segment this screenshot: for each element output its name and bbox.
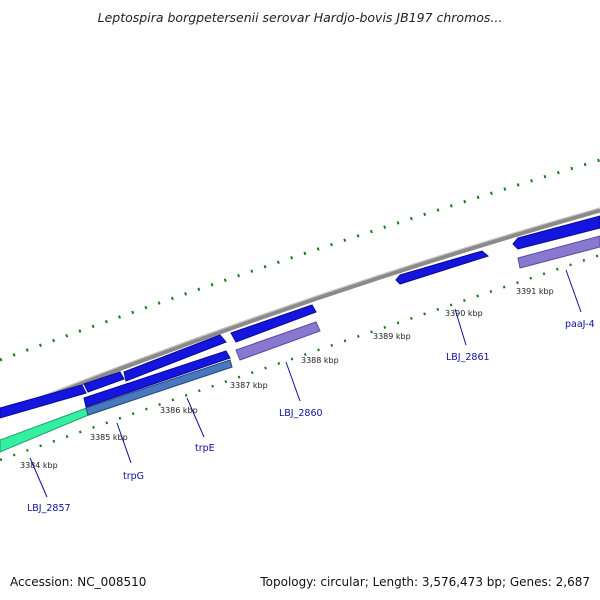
gene-lbj2857-forward[interactable] bbox=[0, 384, 87, 419]
scale-label-3391: 3391 kbp bbox=[516, 287, 554, 296]
genome-stats-text: Topology: circular; Length: 3,576,473 bp… bbox=[260, 575, 590, 589]
gene-lbj2860-forward[interactable] bbox=[230, 304, 317, 343]
leader-trpe bbox=[186, 397, 205, 438]
scale-label-3386: 3386 kbp bbox=[160, 406, 198, 415]
gene-label-trpg[interactable]: trpG bbox=[123, 471, 144, 482]
gene-label-leaders bbox=[29, 269, 582, 498]
gene-trpg-forward[interactable] bbox=[83, 371, 125, 393]
scale-label-3390: 3390 kbp bbox=[445, 309, 483, 318]
gene-trpe-forward[interactable] bbox=[123, 334, 227, 382]
leader-paaj4 bbox=[565, 269, 582, 313]
leader-lbj2860 bbox=[285, 361, 301, 402]
accession-text: Accession: NC_008510 bbox=[10, 575, 147, 589]
gene-label-lbj2861[interactable]: LBJ_2861 bbox=[446, 352, 490, 363]
chromosome-backbone bbox=[0, 207, 600, 418]
scale-label-3389: 3389 kbp bbox=[373, 332, 411, 341]
scale-label-3384: 3384 kbp bbox=[20, 461, 58, 470]
map-title: Leptospira borgpetersenii serovar Hardjo… bbox=[97, 10, 503, 25]
scale-label-3387: 3387 kbp bbox=[230, 381, 268, 390]
leader-lbj2857 bbox=[29, 457, 48, 498]
gene-paaj4-reverse[interactable] bbox=[517, 235, 600, 269]
chromosome-backbone-highlight bbox=[0, 207, 600, 414]
leader-trpg bbox=[116, 422, 132, 464]
scale-label-3385: 3385 kbp bbox=[90, 433, 128, 442]
gene-label-lbj2857[interactable]: LBJ_2857 bbox=[27, 503, 71, 514]
gene-labels: LBJ_2857 trpG trpE LBJ_2860 LBJ_2861 paa… bbox=[27, 319, 595, 514]
scale-label-3388: 3388 kbp bbox=[301, 356, 339, 365]
scale-labels: 3384 kbp 3385 kbp 3386 kbp 3387 kbp 3388… bbox=[20, 287, 554, 470]
gene-trpe-lane2[interactable] bbox=[83, 350, 231, 408]
leader-lbj2861 bbox=[454, 308, 467, 346]
gene-paaj4-forward[interactable] bbox=[512, 215, 600, 250]
gene-lbj2860-reverse[interactable] bbox=[235, 321, 321, 361]
gene-lbj2861-forward[interactable] bbox=[395, 250, 490, 285]
gene-label-trpe[interactable]: trpE bbox=[195, 443, 215, 454]
gene-label-paaj4[interactable]: paaJ-4 bbox=[565, 319, 595, 330]
gene-label-lbj2860[interactable]: LBJ_2860 bbox=[279, 408, 323, 419]
gene-trpg-reverse[interactable] bbox=[85, 359, 233, 416]
gc-ticks-inner bbox=[0, 253, 600, 462]
